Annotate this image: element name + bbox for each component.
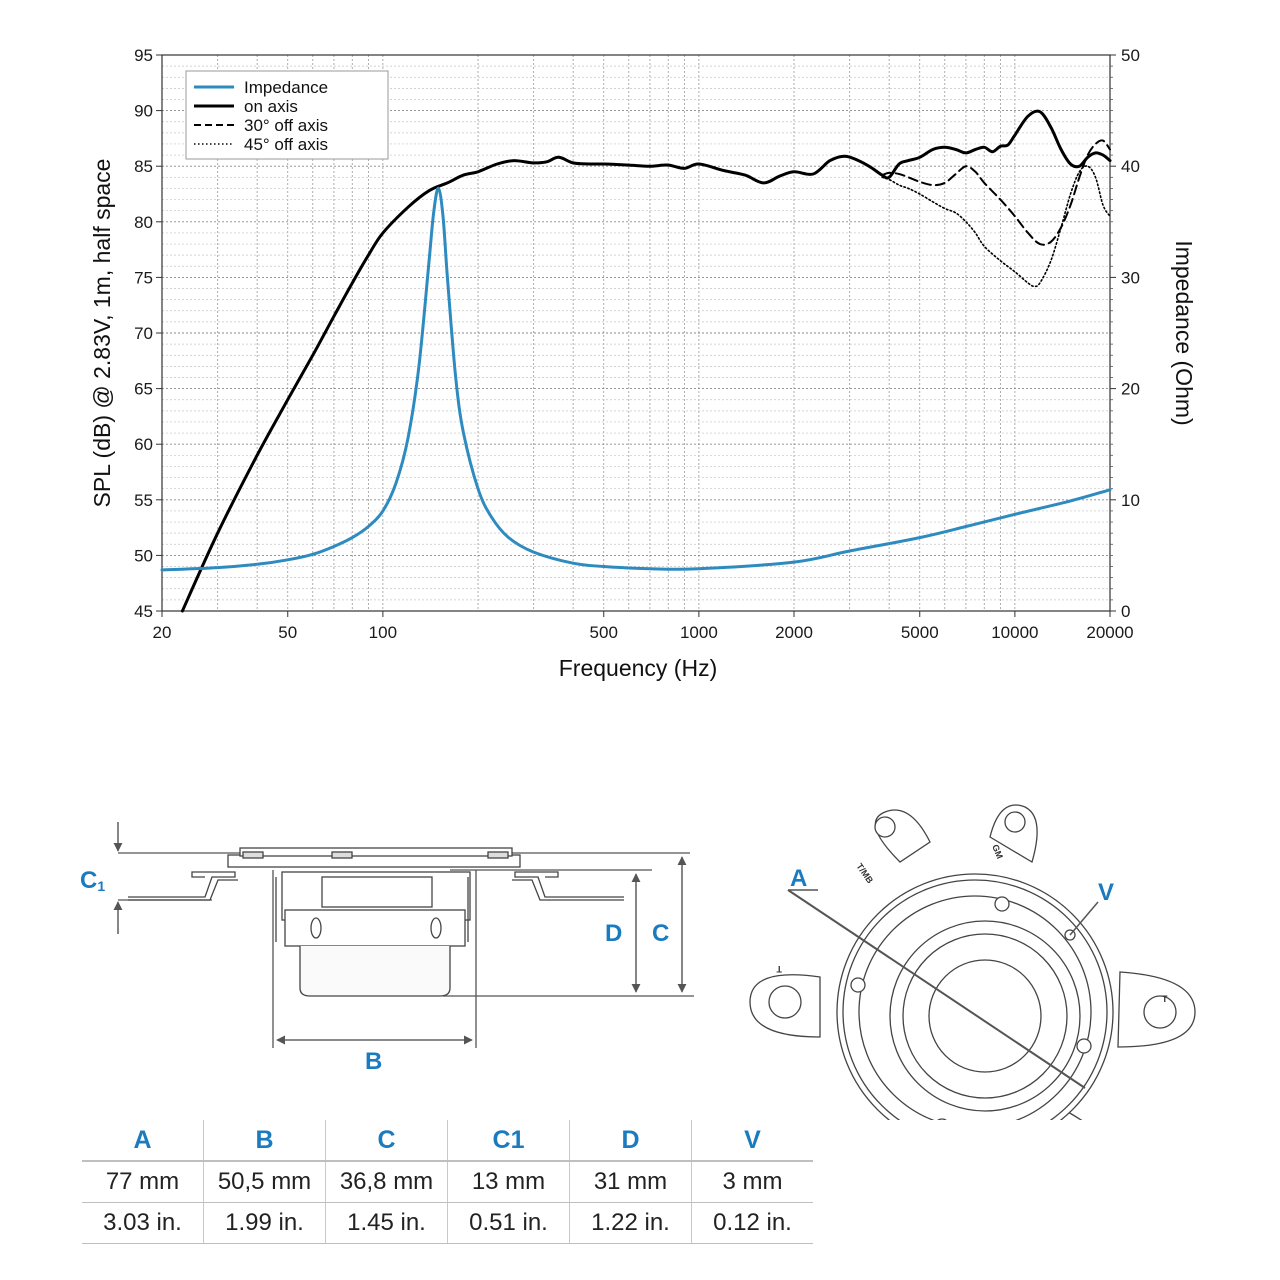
label-c: C <box>652 920 669 947</box>
label-c1: C1 <box>80 867 105 894</box>
spec-header-c: C <box>325 1120 448 1162</box>
tick-marks <box>156 54 1116 617</box>
y-tick-labels: 95 90 85 80 75 70 65 60 55 50 45 <box>134 46 153 621</box>
spec-cell: 1.99 in. <box>203 1202 326 1244</box>
y-tick-label: 75 <box>134 268 153 287</box>
spec-cell: 3 mm <box>691 1161 813 1203</box>
series-lines <box>160 109 1112 613</box>
y-tick-label: 45 <box>134 602 153 621</box>
x-tick-label: 5000 <box>901 623 939 642</box>
y2-tick-label: 50 <box>1121 46 1140 65</box>
leader-line-v <box>1069 901 1099 936</box>
y-tick-label: 70 <box>134 324 153 343</box>
tab-mark-t-left: T <box>776 964 782 974</box>
series-line-impedance <box>160 186 1112 572</box>
label-v: V <box>1098 879 1114 906</box>
dimension-line-a <box>787 889 1086 1089</box>
tab-mark-t-right: T <box>1162 994 1168 1004</box>
series-line-30-off-axis <box>881 139 1111 246</box>
spec-header-d: D <box>569 1120 692 1162</box>
y2-axis-title: Impedance (Ohm) <box>1171 240 1197 425</box>
frequency-response-chart: 20 50 100 500 1000 2000 5000 10000 20000 9590858… <box>89 46 1197 681</box>
spec-cell: 77 mm <box>82 1161 204 1203</box>
spec-cell: 0.12 in. <box>691 1202 813 1244</box>
spec-cell: 1.22 in. <box>569 1202 692 1244</box>
spec-cell: 36,8 mm <box>325 1161 448 1203</box>
dimension-drawings: C1 D C B A V <box>80 804 1196 1120</box>
legend-label-30-off-axis: 30° off axis <box>244 116 328 135</box>
y2-tick-label: 40 <box>1121 157 1140 176</box>
spec-table-row-inch: 3.03 in. 1.99 in. 1.45 in. 0.51 in. 1.22… <box>82 1202 813 1244</box>
spec-header-c1: C1 <box>447 1120 570 1162</box>
series-line-45-off-axis <box>881 165 1111 288</box>
y-tick-label: 90 <box>134 102 153 121</box>
spec-cell: 13 mm <box>447 1161 570 1203</box>
y2-tick-label: 10 <box>1121 491 1140 510</box>
x-tick-label: 1000 <box>680 623 718 642</box>
x-tick-label: 100 <box>369 623 397 642</box>
spec-table-row-mm: 77 mm 50,5 mm 36,8 mm 13 mm 31 mm 3 mm <box>82 1161 813 1203</box>
y2-tick-labels: 50 40 30 20 10 0 <box>1121 46 1140 621</box>
spec-header-a: A <box>82 1120 204 1162</box>
legend: Impedance on axis 30° off axis 45° off a… <box>185 70 389 160</box>
dimension-spec-table: A B C C1 D V 77 mm 50,5 mm 36,8 mm 13 mm… <box>82 1120 813 1244</box>
x-tick-label: 2000 <box>775 623 813 642</box>
front-view-drawing <box>749 804 1196 1120</box>
spec-cell: 1.45 in. <box>325 1202 448 1244</box>
spec-cell: 50,5 mm <box>203 1161 326 1203</box>
spec-table-header-row: A B C C1 D V <box>82 1120 813 1162</box>
x-tick-label: 20 <box>153 623 172 642</box>
legend-label-45-off-axis: 45° off axis <box>244 135 328 154</box>
spec-cell: 0.51 in. <box>447 1202 570 1244</box>
x-tick-label: 50 <box>278 623 297 642</box>
y2-tick-label: 30 <box>1121 268 1140 287</box>
x-tick-label: 20000 <box>1086 623 1133 642</box>
spec-cell: 31 mm <box>569 1161 692 1203</box>
tab-mark-gm-top: GM <box>990 843 1005 860</box>
y-tick-label: 55 <box>134 491 153 510</box>
x-tick-label: 10000 <box>991 623 1038 642</box>
y-tick-label: 95 <box>134 46 153 65</box>
y-tick-label: 65 <box>134 380 153 399</box>
spec-header-b: B <box>203 1120 326 1162</box>
x-axis-title: Frequency (Hz) <box>559 655 717 681</box>
label-d: D <box>605 920 622 947</box>
y-tick-label: 60 <box>134 435 153 454</box>
x-tick-labels: 20 50 100 500 1000 2000 5000 10000 20000 <box>153 623 1134 642</box>
tab-mark-tmb-top: T/MB <box>854 861 875 885</box>
spec-header-v: V <box>691 1120 813 1162</box>
series-line-on-axis <box>180 109 1112 613</box>
side-view-drawing <box>113 822 694 1048</box>
y-tick-label: 50 <box>134 546 153 565</box>
label-b: B <box>365 1048 382 1075</box>
spec-cell: 3.03 in. <box>82 1202 204 1244</box>
x-tick-label: 500 <box>590 623 618 642</box>
y-tick-label: 80 <box>134 213 153 232</box>
legend-label-on-axis: on axis <box>244 97 298 116</box>
y2-tick-label: 0 <box>1121 602 1130 621</box>
y-axis-title: SPL (dB) @ 2.83V, 1m, half space <box>89 159 115 508</box>
legend-label-impedance: Impedance <box>244 78 328 97</box>
label-a: A <box>790 865 807 892</box>
y-tick-label: 85 <box>134 157 153 176</box>
y2-tick-label: 20 <box>1121 380 1140 399</box>
